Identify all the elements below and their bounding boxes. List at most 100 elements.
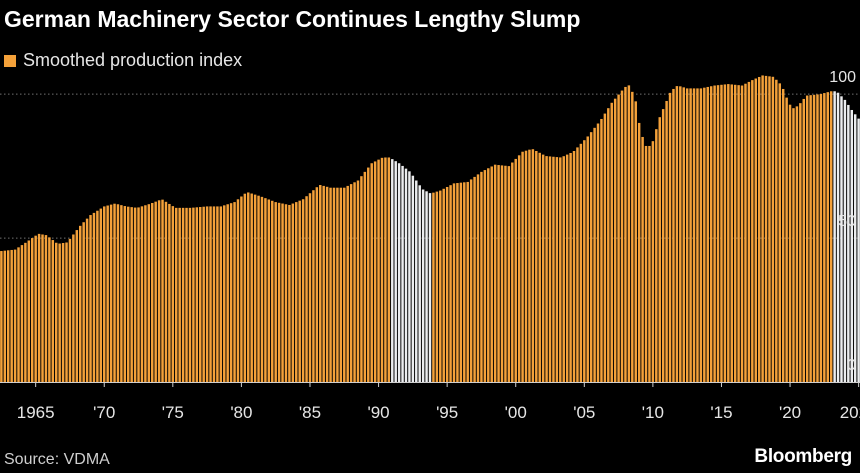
x-tick-label: '10 bbox=[642, 403, 664, 422]
bar bbox=[233, 202, 236, 382]
bar bbox=[648, 145, 651, 382]
bar bbox=[216, 206, 219, 382]
bar bbox=[199, 207, 202, 382]
bar bbox=[576, 147, 579, 382]
bar bbox=[816, 94, 819, 383]
bar bbox=[445, 186, 449, 382]
bar bbox=[51, 240, 55, 382]
bar bbox=[607, 108, 610, 382]
bar bbox=[463, 182, 466, 382]
bar bbox=[284, 204, 288, 382]
bar bbox=[490, 166, 493, 382]
bar bbox=[418, 185, 421, 382]
bar bbox=[329, 187, 332, 382]
bar bbox=[103, 206, 106, 382]
bar bbox=[730, 84, 733, 383]
bar bbox=[202, 206, 205, 382]
bar bbox=[6, 250, 10, 382]
bar bbox=[555, 157, 559, 382]
bar bbox=[295, 202, 298, 382]
bar bbox=[411, 175, 415, 382]
x-tick-label: '20 bbox=[779, 403, 801, 422]
bar bbox=[596, 123, 600, 382]
bar bbox=[823, 93, 826, 382]
bar bbox=[428, 193, 432, 382]
bar bbox=[315, 187, 319, 382]
bar bbox=[298, 200, 301, 382]
bar bbox=[171, 206, 175, 382]
bar bbox=[706, 86, 709, 382]
bar bbox=[531, 149, 535, 382]
bar bbox=[466, 181, 469, 382]
source-note: Source: VDMA bbox=[4, 451, 110, 468]
bar bbox=[572, 151, 576, 382]
bar bbox=[3, 250, 7, 382]
bar bbox=[127, 206, 130, 382]
bar bbox=[833, 91, 836, 382]
bar bbox=[250, 193, 253, 382]
bar bbox=[415, 180, 418, 382]
bar bbox=[120, 205, 123, 382]
chart-title: German Machinery Sector Continues Length… bbox=[4, 6, 581, 32]
x-tick-label: '95 bbox=[436, 403, 458, 422]
bar bbox=[377, 159, 380, 382]
y-tick-label: 0 bbox=[847, 357, 856, 374]
bar bbox=[819, 93, 823, 382]
bar bbox=[809, 95, 812, 382]
bar bbox=[757, 76, 761, 382]
bar bbox=[181, 207, 185, 382]
bar bbox=[236, 199, 240, 382]
bar bbox=[75, 230, 79, 382]
bar bbox=[483, 170, 487, 382]
bar bbox=[853, 114, 857, 382]
bar bbox=[92, 212, 96, 382]
bar bbox=[812, 94, 816, 383]
bar bbox=[281, 203, 284, 382]
bar bbox=[325, 186, 329, 382]
bar bbox=[631, 91, 634, 382]
bar bbox=[528, 149, 531, 382]
bar bbox=[682, 87, 685, 382]
x-tick-label: 2025 bbox=[840, 403, 860, 422]
bar bbox=[439, 190, 442, 382]
y-tick-label: 50 bbox=[838, 213, 856, 230]
bar bbox=[805, 95, 809, 383]
bar bbox=[363, 171, 367, 382]
bar bbox=[665, 100, 668, 382]
bloomberg-logo: Bloomberg bbox=[754, 446, 852, 467]
bar bbox=[85, 218, 89, 382]
bar bbox=[524, 150, 528, 382]
bar bbox=[48, 237, 51, 382]
bar bbox=[175, 207, 178, 382]
bar bbox=[459, 182, 463, 382]
bar bbox=[709, 86, 713, 382]
bar bbox=[627, 85, 631, 383]
x-tick-label: '05 bbox=[573, 403, 595, 422]
bar bbox=[195, 207, 199, 382]
bar bbox=[312, 190, 315, 382]
bar bbox=[0, 251, 3, 382]
bar bbox=[744, 83, 747, 382]
bar bbox=[229, 203, 233, 382]
bar bbox=[826, 92, 830, 382]
bar bbox=[836, 92, 840, 383]
x-tick-label: '90 bbox=[367, 403, 389, 422]
bar bbox=[500, 165, 504, 382]
bar bbox=[517, 155, 521, 382]
bar bbox=[408, 171, 411, 382]
bar bbox=[432, 192, 435, 382]
bar bbox=[68, 238, 72, 382]
bar bbox=[339, 187, 343, 382]
bar bbox=[367, 167, 370, 382]
legend-label: Smoothed production index bbox=[23, 50, 243, 70]
bar bbox=[583, 140, 586, 382]
bar bbox=[99, 208, 103, 382]
bar bbox=[716, 85, 720, 382]
bar bbox=[504, 165, 507, 382]
bar bbox=[212, 206, 216, 382]
bar bbox=[843, 99, 847, 382]
bar bbox=[161, 199, 164, 382]
bar bbox=[703, 87, 706, 382]
bar bbox=[452, 183, 456, 382]
bar bbox=[353, 182, 356, 382]
